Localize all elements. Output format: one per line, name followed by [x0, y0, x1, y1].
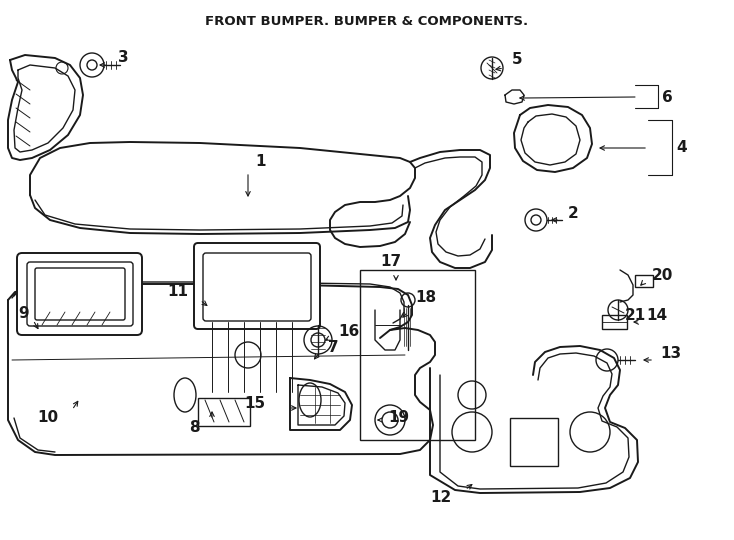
Text: 16: 16 [338, 325, 359, 340]
Bar [602, 315, 627, 329]
Text: 13: 13 [660, 347, 681, 361]
Text: 12: 12 [431, 490, 452, 505]
Text: FRONT BUMPER. BUMPER & COMPONENTS.: FRONT BUMPER. BUMPER & COMPONENTS. [206, 15, 528, 28]
Text: 8: 8 [189, 421, 200, 435]
Text: 2: 2 [568, 206, 578, 221]
Text: 10: 10 [37, 410, 58, 426]
FancyBboxPatch shape [203, 253, 311, 321]
Text: 19: 19 [388, 410, 409, 426]
Text: 18: 18 [415, 291, 436, 306]
Text: 17: 17 [380, 254, 401, 269]
Text: 11: 11 [167, 285, 188, 300]
Text: 21: 21 [625, 307, 646, 322]
FancyBboxPatch shape [194, 243, 320, 329]
FancyBboxPatch shape [35, 268, 125, 320]
Text: 4: 4 [676, 140, 686, 156]
Text: 1: 1 [255, 154, 266, 170]
FancyBboxPatch shape [17, 253, 142, 335]
FancyBboxPatch shape [27, 262, 133, 326]
Bar [510, 418, 558, 466]
Text: 9: 9 [18, 307, 29, 321]
Text: 20: 20 [652, 268, 673, 284]
Bar [198, 398, 250, 426]
Text: 3: 3 [118, 51, 128, 65]
Bar [360, 270, 475, 440]
Bar [635, 275, 653, 287]
Text: 15: 15 [244, 396, 265, 411]
Text: 7: 7 [328, 341, 338, 355]
Text: 6: 6 [662, 90, 673, 105]
Text: 14: 14 [646, 308, 667, 323]
Text: 5: 5 [512, 52, 523, 68]
